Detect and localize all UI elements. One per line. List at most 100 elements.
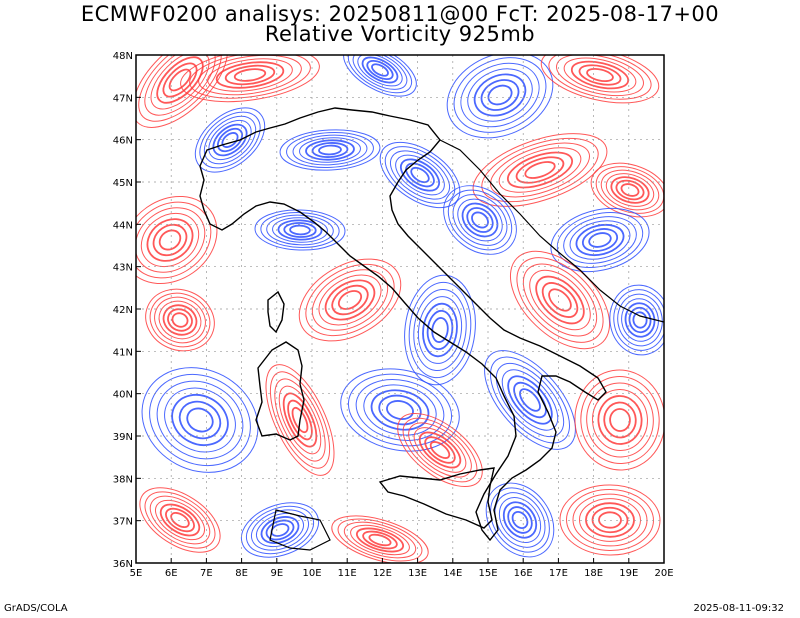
vorticity-contour	[269, 371, 331, 469]
vorticity-contour	[443, 185, 517, 255]
vorticity-contour	[575, 223, 625, 257]
vorticity-contour	[208, 119, 252, 161]
vorticity-field	[136, 55, 664, 563]
chart-title-line1: ECMWF0200 analisys: 20250811@00 FcT: 202…	[80, 2, 720, 26]
vorticity-contour	[136, 195, 218, 285]
sicily-outline	[378, 467, 495, 529]
vorticity-contour	[362, 530, 398, 550]
lon-tick-label: 14E	[443, 568, 462, 579]
vorticity-contour	[485, 482, 555, 558]
vorticity-contour	[541, 282, 579, 318]
coastline-italy	[199, 107, 664, 551]
vorticity-contour	[426, 309, 454, 351]
vorticity-contour	[467, 68, 533, 122]
vorticity-contour	[189, 55, 311, 99]
vorticity-contour	[145, 288, 215, 352]
vorticity-contour	[171, 312, 189, 328]
vorticity-contour	[165, 507, 195, 533]
lat-tick-label: 39N	[113, 432, 133, 443]
vorticity-contour	[366, 59, 394, 81]
vorticity-contour	[292, 134, 368, 166]
vorticity-contour	[598, 511, 622, 529]
vorticity-contour	[170, 512, 190, 528]
vorticity-contour	[240, 502, 320, 558]
vorticity-contour	[559, 484, 661, 556]
vorticity-contour	[311, 142, 349, 158]
vorticity-contour	[265, 364, 335, 476]
vorticity-contour	[446, 55, 554, 139]
vorticity-contour	[410, 166, 430, 184]
vorticity-contour	[585, 502, 635, 538]
lon-tick-label: 10E	[302, 568, 321, 579]
lon-tick-label: 9E	[270, 568, 283, 579]
vorticity-contour	[574, 369, 664, 471]
lat-tick-label: 36N	[113, 559, 133, 570]
lon-tick-label: 13E	[408, 568, 427, 579]
vorticity-contour	[586, 67, 614, 83]
vorticity-contour	[617, 293, 663, 347]
vorticity-contour	[628, 306, 652, 334]
vorticity-contour	[511, 510, 529, 530]
lon-tick-label: 19E	[619, 568, 638, 579]
vorticity-contour	[620, 183, 640, 197]
vorticity-contour	[556, 212, 644, 268]
vorticity-contour	[466, 207, 494, 233]
lat-tick-label: 38N	[113, 474, 133, 485]
lat-tick-label: 41N	[113, 347, 133, 358]
vorticity-contour	[515, 156, 565, 184]
lon-tick-label: 11E	[338, 568, 357, 579]
vorticity-contour	[402, 417, 478, 483]
vorticity-contour	[368, 533, 392, 547]
vorticity-contour	[603, 401, 637, 439]
vorticity-contour	[399, 158, 441, 192]
vorticity-contour	[150, 55, 210, 110]
vorticity-contour	[162, 62, 198, 98]
vorticity-contour	[363, 384, 437, 436]
vorticity-contour	[580, 376, 660, 464]
vorticity-contour	[167, 308, 193, 332]
vorticity-contour	[498, 497, 542, 543]
vorticity-contour	[136, 201, 212, 279]
vorticity-contour	[272, 217, 328, 243]
vorticity-contour	[324, 279, 376, 321]
vorticity-contour	[408, 281, 472, 379]
vorticity-contour	[141, 367, 259, 473]
vorticity-contour	[484, 350, 576, 450]
vorticity-contour	[473, 73, 527, 117]
lon-tick-label: 6E	[165, 568, 178, 579]
vorticity-contour	[502, 501, 538, 539]
vorticity-contour	[291, 406, 309, 434]
footer-timestamp: 2025-08-11-09:32	[693, 603, 784, 614]
vorticity-contour	[529, 269, 591, 331]
vorticity-contour	[386, 400, 414, 420]
vorticity-contour	[278, 385, 322, 455]
vorticity-contour	[570, 60, 630, 90]
lon-tick-label: 8E	[235, 568, 248, 579]
vorticity-contour	[221, 132, 239, 148]
vorticity-contour	[233, 68, 267, 82]
vorticity-contour	[159, 503, 201, 537]
vorticity-contour	[548, 55, 652, 100]
vorticity-contour	[489, 356, 571, 444]
chart-title-line2: Relative Vorticity 925mb	[264, 22, 536, 46]
vorticity-contour	[245, 505, 315, 555]
vorticity-contour	[279, 129, 381, 171]
vorticity-contour	[613, 289, 664, 351]
vorticity-contour	[287, 399, 313, 441]
balkan-coastline	[439, 139, 664, 323]
vorticity-contour	[178, 400, 222, 440]
vorticity-contour	[337, 518, 423, 562]
vorticity-contour	[471, 211, 489, 229]
vorticity-contour	[250, 509, 310, 551]
lat-tick-label: 46N	[113, 136, 133, 147]
vorticity-contour	[305, 139, 355, 161]
vorticity-contour	[286, 131, 374, 169]
vorticity-contour	[139, 487, 221, 553]
vorticity-contour	[550, 207, 650, 273]
lat-tick-label: 47N	[113, 93, 133, 104]
vorticity-contour	[199, 111, 261, 169]
vorticity-contour	[149, 292, 211, 348]
vorticity-contour	[371, 63, 389, 77]
vorticity-contour	[347, 373, 453, 447]
vorticity-contour	[472, 133, 608, 207]
